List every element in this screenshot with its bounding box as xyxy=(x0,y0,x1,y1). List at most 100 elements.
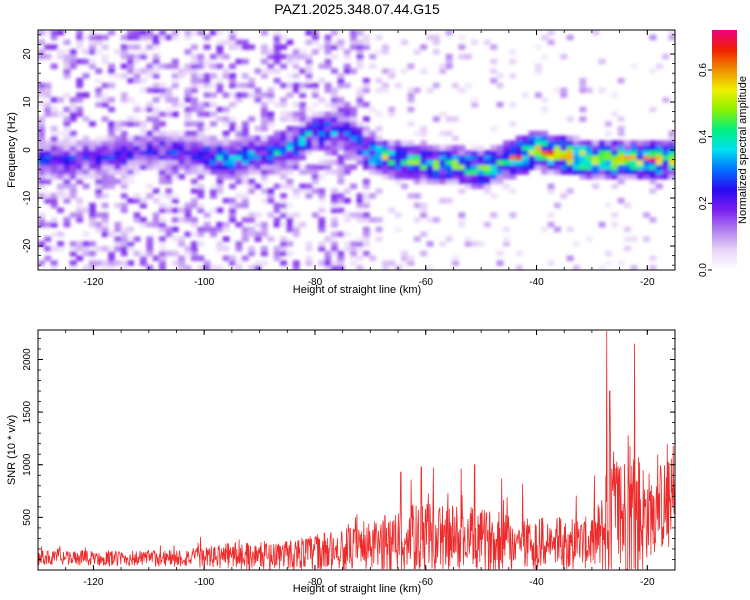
heatmap-cell xyxy=(649,265,657,270)
heatmap-cell xyxy=(496,260,504,266)
heatmap-cell xyxy=(604,150,612,156)
heatmap-cell xyxy=(343,116,351,122)
heatmap-cell xyxy=(624,150,631,156)
heatmap-cell xyxy=(210,265,217,270)
heatmap-cell xyxy=(292,150,300,156)
heatmap-cell xyxy=(407,174,415,180)
heatmap-cell xyxy=(350,246,357,252)
heatmap-cell xyxy=(203,135,211,141)
heatmap-cell xyxy=(477,164,485,170)
heatmap-cell xyxy=(369,150,377,156)
heatmap-cell xyxy=(95,39,103,45)
heatmap-cell xyxy=(229,260,236,266)
heatmap-cell xyxy=(624,154,631,161)
heatmap-cell xyxy=(248,44,256,50)
heatmap-cell xyxy=(331,246,338,252)
heatmap-cell xyxy=(388,207,396,213)
heatmap-cell xyxy=(420,169,428,175)
heatmap-cell xyxy=(133,145,141,151)
x-tick-label: -100 xyxy=(194,577,214,588)
heatmap-cell xyxy=(483,164,491,170)
heatmap-cell xyxy=(356,102,364,108)
heatmap-cell xyxy=(439,169,447,175)
heatmap-cell xyxy=(260,68,268,74)
heatmap-cell xyxy=(662,150,670,156)
heatmap-cell xyxy=(668,145,675,151)
heatmap-cell xyxy=(171,63,179,69)
heatmap-cell xyxy=(299,49,307,55)
heatmap-cell xyxy=(146,63,154,69)
heatmap-cell xyxy=(432,159,440,165)
heatmap-cell xyxy=(127,135,135,141)
heatmap-cell xyxy=(210,140,217,146)
heatmap-cell xyxy=(190,188,198,194)
heatmap-cell xyxy=(343,121,351,127)
heatmap-cell xyxy=(343,106,351,113)
heatmap-cell xyxy=(44,102,52,108)
heatmap-cell xyxy=(585,159,593,165)
heatmap-cell xyxy=(197,82,205,89)
heatmap-cell xyxy=(299,102,307,108)
heatmap-cell xyxy=(477,154,485,161)
heatmap-cell xyxy=(675,184,682,189)
heatmap-cell xyxy=(426,169,434,175)
heatmap-cell xyxy=(44,236,52,242)
heatmap-cell xyxy=(503,183,510,189)
heatmap-cell xyxy=(203,111,211,117)
heatmap-cell xyxy=(171,82,179,89)
heatmap-cell xyxy=(388,150,396,156)
heatmap-cell xyxy=(617,198,625,204)
heatmap-cell xyxy=(178,68,185,74)
heatmap-cell xyxy=(95,193,103,199)
heatmap-cell xyxy=(82,164,90,170)
heatmap-cell xyxy=(69,63,77,69)
heatmap-cell xyxy=(343,164,351,170)
heatmap-cell xyxy=(216,246,224,252)
heatmap-cell xyxy=(343,111,351,117)
heatmap-cell xyxy=(452,260,459,266)
heatmap-cell xyxy=(280,44,287,50)
heatmap-cell xyxy=(139,150,147,156)
heatmap-cell xyxy=(305,58,313,65)
heatmap-cell xyxy=(515,154,523,161)
heatmap-cell xyxy=(222,121,230,127)
heatmap-cell xyxy=(229,121,236,127)
heatmap-cell xyxy=(541,130,549,137)
heatmap-cell xyxy=(337,44,345,50)
heatmap-cell xyxy=(178,150,185,156)
heatmap-cell xyxy=(178,154,185,161)
heatmap-cell xyxy=(579,145,587,151)
heatmap-cell xyxy=(229,164,236,170)
heatmap-cell xyxy=(171,73,179,79)
heatmap-cell xyxy=(382,159,389,165)
heatmap-cell xyxy=(420,44,428,50)
heatmap-cell xyxy=(101,174,109,180)
heatmap-cell xyxy=(184,169,192,175)
heatmap-cell xyxy=(216,87,224,93)
heatmap-cell xyxy=(197,54,205,60)
heatmap-cell xyxy=(127,44,135,50)
heatmap-cell xyxy=(76,92,84,98)
heatmap-cell xyxy=(260,159,268,165)
heatmap-cell xyxy=(76,198,84,204)
heatmap-cell xyxy=(197,121,205,127)
heatmap-cell xyxy=(114,140,122,146)
heatmap-cell xyxy=(458,54,466,60)
heatmap-cell xyxy=(159,30,166,36)
heatmap-cell xyxy=(190,222,198,228)
heatmap-cell xyxy=(260,121,268,127)
heatmap-cell xyxy=(139,78,147,84)
heatmap-cell xyxy=(76,154,84,161)
heatmap-cell xyxy=(331,250,338,257)
heatmap-cell xyxy=(229,174,236,180)
heatmap-cell xyxy=(89,174,96,180)
heatmap-cell xyxy=(63,198,71,204)
heatmap-cell xyxy=(305,164,313,170)
heatmap-cell xyxy=(388,140,396,146)
heatmap-cell xyxy=(190,97,198,103)
heatmap-cell xyxy=(471,164,479,170)
heatmap-cell xyxy=(50,126,58,132)
heatmap-cell xyxy=(101,116,109,122)
heatmap-cell xyxy=(477,150,485,156)
